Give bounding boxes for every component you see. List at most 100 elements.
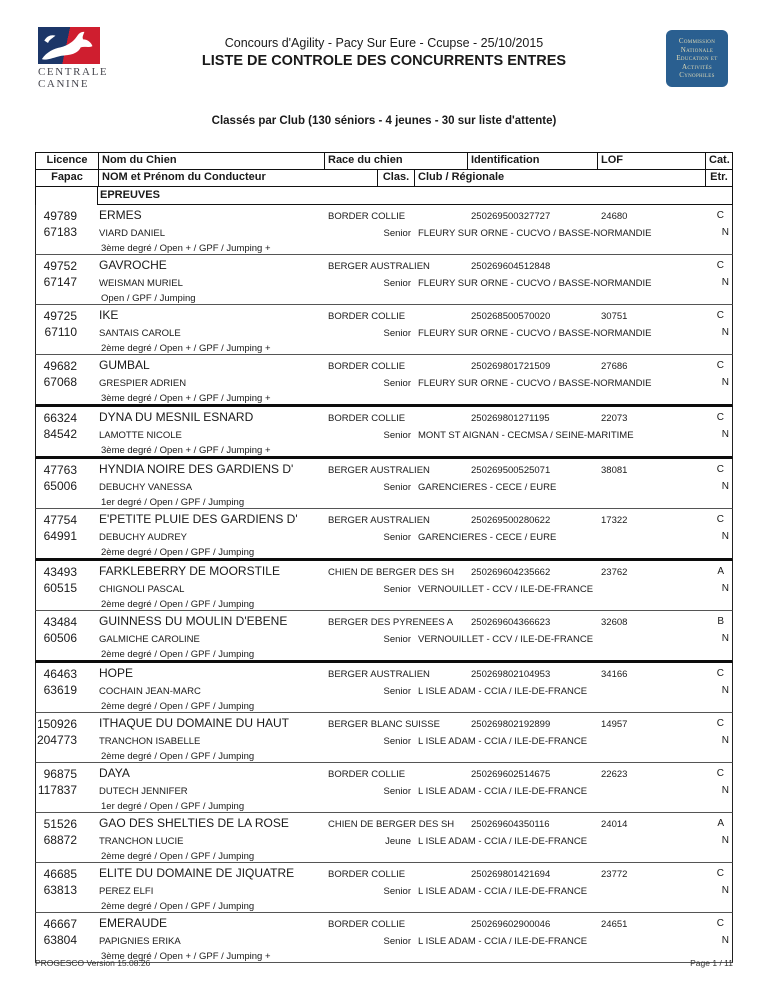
col-header-fapac: Fapac	[51, 171, 83, 183]
category-letter: C	[716, 868, 724, 879]
identification-number: 250269604366623	[471, 617, 551, 628]
club-regionale: FLEURY SUR ORNE - CUCVO / BASSE-NORMANDI…	[418, 328, 652, 339]
etranger-flag: N	[721, 277, 729, 288]
epreuves-list: 3ème degré / Open + / GPF / Jumping +	[101, 445, 271, 456]
dog-breed: BERGER BLANC SUISSE	[328, 719, 440, 730]
category-letter: C	[716, 918, 724, 929]
club-regionale: L ISLE ADAM - CCIA / ILE-DE-FRANCE	[418, 936, 588, 947]
dog-name: GAO DES SHELTIES DE LA ROSE	[99, 816, 289, 830]
lof-number: 14957	[601, 719, 628, 730]
col-header-identification: Identification	[467, 153, 597, 169]
document-subtitle-event: Concours d'Agility - Pacy Sur Eure - Ccu…	[224, 36, 544, 50]
licence-number: 49682	[43, 359, 77, 373]
dog-name: FARKLEBERRY DE MOORSTILE	[99, 564, 280, 578]
dog-name: GUINNESS DU MOULIN D'EBENE	[99, 614, 288, 628]
lof-number: 34166	[601, 669, 628, 680]
conductor-name: LAMOTTE NICOLE	[99, 430, 182, 441]
col-header-nom-chien: Nom du Chien	[98, 153, 324, 169]
lof-number: 24680	[601, 211, 628, 222]
lof-number: 38081	[601, 465, 628, 476]
conductor-name: WEISMAN MURIEL	[99, 278, 183, 289]
logo-caption-line2: CANINE	[38, 78, 90, 90]
dog-name: IKE	[99, 308, 119, 322]
fapac-number: 65006	[43, 479, 77, 493]
identification-number: 250268500570020	[471, 311, 551, 322]
table-row: 46667 EMERAUDE BORDER COLLIE 25026960290…	[35, 913, 733, 963]
table-header-row-1: Licence Nom du Chien Race du chien Ident…	[36, 153, 732, 169]
category-letter: A	[717, 818, 724, 829]
epreuves-list: 2ème degré / Open / GPF / Jumping	[101, 851, 255, 862]
lof-number: 22073	[601, 413, 628, 424]
col-header-clas: Clas.	[377, 170, 414, 186]
epreuves-list: 1er degré / Open / GPF / Jumping	[101, 801, 245, 812]
col-header-conducteur: NOM et Prénom du Conducteur	[98, 170, 377, 186]
epreuves-list: 2ème degré / Open / GPF / Jumping	[101, 547, 255, 558]
club-regionale: L ISLE ADAM - CCIA / ILE-DE-FRANCE	[418, 786, 588, 797]
lof-number: 32608	[601, 617, 628, 628]
conductor-name: SANTAIS CAROLE	[99, 328, 181, 339]
category-letter: C	[716, 514, 724, 525]
etranger-flag: N	[721, 531, 729, 542]
identification-number: 250269604512848	[471, 261, 551, 272]
fapac-number: 67147	[43, 275, 77, 289]
licence-number: 47754	[43, 513, 77, 527]
class-label: Senior	[383, 482, 411, 493]
lof-number: 23762	[601, 567, 628, 578]
competitors-table: Licence Nom du Chien Race du chien Ident…	[35, 152, 733, 963]
dog-breed: BORDER COLLIE	[328, 413, 406, 424]
document-title: LISTE DE CONTROLE DES CONCURRENTS ENTRES	[201, 53, 567, 69]
class-label: Senior	[383, 584, 411, 595]
commission-badge: Commission Nationale Education et Activi…	[666, 30, 728, 87]
identification-number: 250269602514675	[471, 769, 551, 780]
table-header-row-epreuves: EPREUVES	[35, 187, 733, 205]
epreuves-list: 2ème degré / Open / GPF / Jumping	[101, 599, 255, 610]
table-row: 66324 DYNA DU MESNIL ESNARD BORDER COLLI…	[35, 407, 733, 459]
footer-version: PROGESCO Version 15.08.26	[35, 958, 151, 968]
table-row: 49725 IKE BORDER COLLIE 250268500570020 …	[35, 305, 733, 355]
class-label: Senior	[383, 532, 411, 543]
category-letter: A	[717, 566, 724, 577]
class-label: Senior	[383, 378, 411, 389]
table-row: 47763 HYNDIA NOIRE DES GARDIENS D' BERGE…	[35, 459, 733, 509]
epreuves-list: Open / GPF / Jumping	[101, 293, 196, 304]
licence-number: 49725	[43, 309, 77, 323]
etranger-flag: N	[721, 377, 729, 388]
category-letter: C	[716, 210, 724, 221]
conductor-name: GRESPIER ADRIEN	[99, 378, 187, 389]
class-label: Senior	[383, 736, 411, 747]
licence-number: 46667	[43, 917, 77, 931]
identification-number: 250269802104953	[471, 669, 551, 680]
licence-number: 46685	[43, 867, 77, 881]
etranger-flag: N	[721, 785, 729, 796]
etranger-flag: N	[721, 835, 729, 846]
col-header-epreuves: EPREUVES	[98, 187, 732, 205]
licence-number: 66324	[43, 411, 77, 425]
identification-number: 250269500280622	[471, 515, 551, 526]
club-regionale: FLEURY SUR ORNE - CUCVO / BASSE-NORMANDI…	[418, 278, 652, 289]
dog-breed: BORDER COLLIE	[328, 311, 406, 322]
conductor-name: CHIGNOLI PASCAL	[99, 584, 185, 595]
dog-breed: BORDER COLLIE	[328, 769, 406, 780]
fapac-number: 67183	[43, 225, 77, 239]
leaping-dog-icon	[41, 31, 93, 60]
club-regionale: L ISLE ADAM - CCIA / ILE-DE-FRANCE	[418, 886, 588, 897]
licence-number: 49789	[43, 209, 77, 223]
class-label: Senior	[383, 430, 411, 441]
conductor-name: TRANCHON ISABELLE	[99, 736, 201, 747]
etranger-flag: N	[721, 885, 729, 896]
footer-page-number: Page 1 / 11	[690, 958, 733, 968]
logo-caption-line1: CENTRALE	[38, 66, 109, 78]
fapac-number: 60515	[43, 581, 77, 595]
dog-breed: BERGER AUSTRALIEN	[328, 515, 430, 526]
classification-subtitle: Classés par Club (130 séniors - 4 jeunes…	[211, 115, 557, 127]
class-label: Senior	[383, 686, 411, 697]
epreuves-list: 2ème degré / Open / GPF / Jumping	[101, 901, 255, 912]
table-row: 43493 FARKLEBERRY DE MOORSTILE CHIEN DE …	[35, 561, 733, 611]
epreuves-list: 3ème degré / Open + / GPF / Jumping +	[101, 243, 271, 254]
col-header-race: Race du chien	[324, 153, 467, 169]
fapac-number: 67068	[43, 375, 77, 389]
dog-name: ITHAQUE DU DOMAINE DU HAUT	[99, 716, 290, 730]
class-label: Senior	[383, 634, 411, 645]
col-header-cat: Cat.	[705, 153, 732, 169]
fapac-number: 60506	[43, 631, 77, 645]
